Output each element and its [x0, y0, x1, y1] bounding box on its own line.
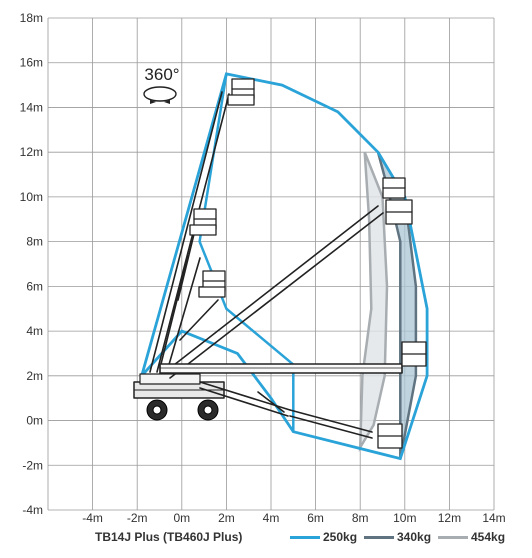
rotation-arrowhead-icon — [150, 100, 170, 104]
platform-horizontal — [401, 341, 427, 367]
platform-top — [227, 78, 255, 106]
wheel-left — [146, 399, 168, 421]
boom-mid-height — [164, 205, 384, 379]
boom-lift-illustration — [133, 78, 427, 449]
wheel-right — [197, 399, 219, 421]
reach-diagram: -4m -2m 0m 2m 4m 6m 8m 10m 12m 14m 18m 16m 14m 12m 10… — [20, 11, 506, 524]
x-tick-label: 14m — [482, 511, 505, 524]
grid — [47, 17, 495, 511]
envelope-250kg — [140, 72, 429, 461]
platform-upper — [189, 208, 217, 236]
legend-label-250kg: 250kg — [323, 530, 358, 544]
boom-horizontal — [159, 363, 403, 374]
y-tick-label: 10m — [20, 190, 43, 204]
boom-full-height — [149, 91, 230, 373]
x-tick-label: -2m — [127, 511, 148, 524]
y-tick-label: 12m — [20, 145, 43, 159]
y-tick-label: 16m — [20, 56, 43, 70]
legend-label-454kg: 454kg — [471, 530, 506, 544]
boom-below-grade — [199, 381, 373, 439]
y-tick-label: -2m — [22, 458, 43, 472]
rotation-indicator: 360° — [143, 65, 180, 104]
rotation-arrow-icon — [143, 86, 177, 102]
legend-label-340kg: 340kg — [397, 530, 432, 544]
platform-lower — [198, 270, 226, 298]
y-tick-label: 4m — [26, 324, 43, 338]
platform-mid-reach — [382, 177, 413, 225]
x-tick-label: 0m — [173, 511, 190, 524]
x-tick-label: 4m — [263, 511, 280, 524]
y-tick-label: 2m — [26, 369, 43, 383]
x-tick-label: 10m — [393, 511, 416, 524]
envelope-250kg-inner — [198, 73, 295, 432]
y-tick-label: 14m — [20, 100, 43, 114]
legend-item-340kg: 340kg — [364, 530, 431, 544]
x-axis-ticks: -4m -2m 0m 2m 4m 6m 8m 10m 12m 14m — [82, 511, 505, 524]
legend-swatch-454kg — [438, 535, 468, 539]
legend-swatch-250kg — [290, 535, 320, 539]
rotation-label: 360° — [144, 65, 179, 84]
y-tick-label: -4m — [22, 503, 43, 517]
y-tick-label: 0m — [26, 414, 43, 428]
chassis — [133, 373, 225, 399]
legend-swatch-340kg — [364, 535, 394, 539]
y-tick-label: 18m — [20, 11, 43, 25]
legend-item-454kg: 454kg — [438, 530, 505, 544]
footer: TB14J Plus (TB460J Plus) 250kg 340kg 454… — [0, 524, 532, 558]
platform-below-grade — [377, 423, 403, 449]
x-tick-label: 12m — [438, 511, 461, 524]
y-axis-ticks: 18m 16m 14m 12m 10m 8m 6m 4m 2m 0m -2m -4m — [20, 11, 43, 517]
x-tick-label: -4m — [82, 511, 103, 524]
model-label: TB14J Plus (TB460J Plus) — [95, 530, 243, 544]
y-tick-label: 8m — [26, 235, 43, 249]
x-tick-label: 8m — [352, 511, 369, 524]
legend-item-250kg: 250kg — [290, 530, 357, 544]
y-tick-label: 6m — [26, 279, 43, 293]
x-tick-label: 2m — [218, 511, 235, 524]
x-tick-label: 6m — [307, 511, 324, 524]
